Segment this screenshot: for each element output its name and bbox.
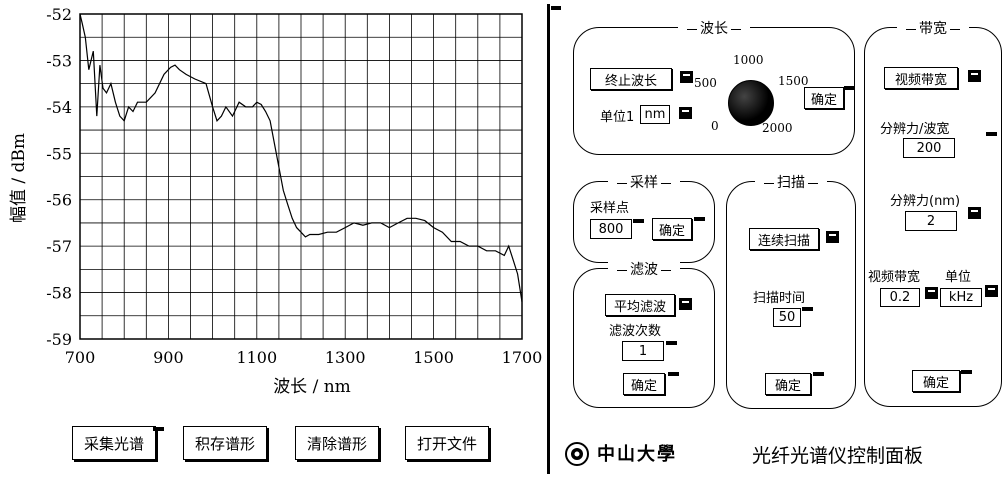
average-filter-button[interactable]: 平均滤波	[605, 294, 675, 316]
wavelength-group-title: 波长	[678, 18, 750, 38]
x-axis-label: 波长 / nm	[273, 377, 351, 397]
knob-tick-2000: 2000	[762, 121, 793, 135]
acquire-spectrum-button[interactable]: 采集光谱	[72, 426, 156, 460]
scan-group-title: 扫描	[755, 172, 827, 192]
scan-time-field[interactable]: 50	[773, 308, 801, 327]
scan-confirm-indicator	[813, 372, 824, 376]
panel-divider	[547, 4, 550, 474]
filter-count-field[interactable]: 1	[622, 341, 664, 361]
continuous-scan-button[interactable]: 连续扫描	[749, 228, 819, 250]
y-tick-label: -54	[46, 98, 72, 117]
wavelength-confirm-button[interactable]: 确定	[804, 87, 844, 109]
y-tick-label: -56	[46, 191, 72, 210]
bandwidth-confirm-indicator	[961, 370, 972, 374]
resolution-bandwidth-field[interactable]: 200	[903, 138, 955, 158]
sample-points-field[interactable]: 800	[590, 219, 632, 239]
y-tick-label: -53	[46, 51, 72, 70]
bandwidth-group-title: 带宽	[897, 18, 969, 38]
end-wavelength-icon[interactable]	[680, 71, 693, 83]
panel-title: 光纤光谱仪控制面板	[752, 445, 924, 467]
chart-grid	[79, 13, 523, 340]
divider-tick	[551, 6, 561, 10]
bandwidth-group: 带宽	[864, 18, 1002, 407]
filter-group: 滤波	[573, 259, 715, 408]
filter-confirm-indicator	[668, 372, 679, 376]
video-bandwidth-value-icon[interactable]	[925, 287, 938, 299]
wavelength-unit-field[interactable]: nm	[640, 105, 670, 124]
open-file-button[interactable]: 打开文件	[405, 426, 489, 460]
knob-tick-1000: 1000	[733, 53, 764, 67]
x-tick-label: 1100	[236, 348, 277, 367]
filter-mode-icon[interactable]	[679, 298, 692, 310]
y-tick-label: -52	[46, 5, 72, 24]
clear-spectrum-button[interactable]: 清除谱形	[295, 426, 379, 460]
scan-group: 扫描	[726, 172, 856, 409]
bandwidth-confirm-button[interactable]: 确定	[912, 370, 960, 392]
sampling-group-title: 采样	[608, 172, 680, 192]
x-tick-label: 1500	[413, 348, 454, 367]
resolution-nm-icon[interactable]	[968, 207, 981, 219]
university-logo: 中山大學	[563, 440, 683, 470]
unit-label-bw: 单位	[945, 270, 972, 285]
store-spectrum-button[interactable]: 积存谱形	[183, 426, 267, 460]
sample-points-label: 采样点	[590, 201, 630, 216]
x-tick-label: 1300	[325, 348, 366, 367]
x-tick-label: 1700	[502, 348, 543, 367]
acquire-indicator	[153, 427, 164, 431]
sampling-confirm-indicator	[694, 217, 705, 221]
y-tick-label: -55	[46, 144, 72, 163]
wavelength-knob[interactable]	[728, 80, 774, 126]
unit-label: 单位1	[600, 110, 635, 125]
resolution-nm-label: 分辨力(nm)	[890, 194, 961, 209]
knob-tick-500: 500	[694, 76, 717, 90]
x-tick-label: 900	[153, 348, 184, 367]
chart-axes: 700 900 1100 1300 1500 1700 -52 -53 -54 -55 -56 -57…	[46, 5, 542, 367]
scan-confirm-button[interactable]: 确定	[765, 373, 811, 395]
video-bandwidth-field[interactable]: 0.2	[880, 288, 920, 307]
wavelength-confirm-indicator	[844, 86, 855, 90]
scan-time-label: 扫描时间	[753, 291, 806, 306]
video-bandwidth-label: 视频带宽	[868, 270, 921, 285]
scan-mode-icon[interactable]	[826, 231, 839, 243]
knob-tick-0: 0	[711, 119, 719, 133]
wavelength-group: 波长	[573, 18, 855, 155]
sample-points-indicator	[633, 219, 644, 223]
spectrum-chart: 700 900 1100 1300 1500 1700 -52 -53 -54 -55 -56 -57…	[9, 5, 542, 397]
y-tick-label: -59	[46, 330, 72, 349]
filter-count-indicator	[666, 341, 677, 345]
scan-time-indicator	[802, 307, 813, 311]
bandwidth-unit-field[interactable]: kHz	[940, 288, 982, 307]
university-name: 中山大學	[597, 444, 677, 465]
university-emblem-icon	[565, 442, 589, 466]
sampling-confirm-button[interactable]: 确定	[652, 218, 692, 240]
filter-confirm-button[interactable]: 确定	[623, 373, 665, 395]
x-tick-label: 700	[65, 348, 96, 367]
knob-tick-1500: 1500	[778, 74, 809, 88]
video-bandwidth-icon[interactable]	[968, 70, 981, 82]
resolution-bandwidth-indicator	[986, 132, 997, 136]
resolution-nm-field[interactable]: 2	[905, 211, 957, 231]
wavelength-unit-icon[interactable]	[679, 107, 692, 119]
spectrum-line	[79, 13, 523, 302]
resolution-bandwidth-label: 分辨力/波宽	[880, 122, 950, 137]
y-tick-label: -58	[46, 284, 72, 303]
y-axis-label: 幅值 / dBm	[9, 133, 29, 223]
y-tick-label: -57	[46, 237, 72, 256]
filter-count-label: 滤波次数	[609, 324, 662, 339]
bandwidth-unit-icon[interactable]	[985, 285, 998, 297]
end-wavelength-button[interactable]: 终止波长	[590, 68, 672, 90]
video-bandwidth-button[interactable]: 视频带宽	[884, 67, 958, 89]
filter-group-title: 滤波	[608, 259, 680, 279]
